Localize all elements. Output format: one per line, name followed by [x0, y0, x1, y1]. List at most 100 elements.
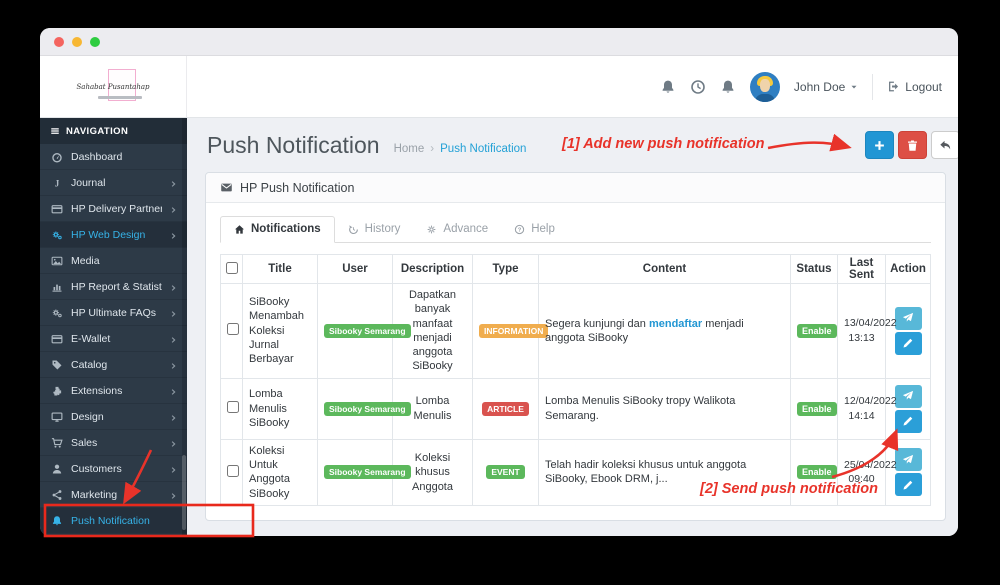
app-header: Sahabat Pusantahap John Doe Logout [40, 56, 958, 118]
window-zoom-button[interactable] [90, 36, 100, 47]
chevron-right-icon [170, 335, 178, 343]
bell-icon[interactable] [720, 79, 736, 95]
browser-window: Sahabat Pusantahap John Doe Logout [40, 28, 958, 536]
avatar-face [759, 78, 770, 92]
sidebar-item-customers[interactable]: Customers [40, 456, 187, 482]
type-badge: INFORMATION [479, 323, 549, 338]
sidebar-item-design[interactable]: Design [40, 404, 187, 430]
user-icon [51, 463, 63, 475]
tab-notifications[interactable]: Notifications [220, 216, 335, 243]
panel-body: Notifications History Advance Help [206, 203, 945, 520]
bell-icon[interactable] [660, 79, 676, 95]
edit-button[interactable] [894, 331, 922, 355]
undo-button[interactable] [931, 131, 958, 159]
cart-icon [51, 437, 63, 449]
row-actions [885, 377, 931, 440]
brand-logo[interactable]: Sahabat Pusantahap [40, 56, 187, 117]
card-icon [51, 333, 63, 345]
row-content: Segera kunjungi dan mendaftar menjadi an… [538, 283, 791, 379]
bell-icon [51, 515, 63, 527]
chevron-right-icon [170, 361, 178, 369]
delete-button[interactable] [898, 131, 927, 159]
window-minimize-button[interactable] [72, 36, 82, 47]
sidebar-item-push-notification[interactable]: Push Notification [40, 508, 187, 534]
user-name: John Doe [793, 79, 846, 94]
bar-chart-icon [51, 281, 63, 293]
sidebar-item-sales[interactable]: Sales [40, 430, 187, 456]
sidebar-nav-header: NAVIGATION [40, 118, 187, 144]
chevron-right-icon [170, 231, 178, 239]
breadcrumb-current[interactable]: Push Notification [440, 143, 527, 155]
sidebar-item-hp-web-design[interactable]: HP Web Design [40, 222, 187, 248]
send-push-button[interactable] [894, 448, 922, 472]
gears-icon [51, 229, 63, 241]
tab-history[interactable]: History [335, 216, 414, 243]
logout-icon [887, 80, 900, 93]
tab-advance[interactable]: Advance [413, 216, 501, 243]
row-last-sent: 12/04/2022 14:14 [837, 377, 897, 440]
header-divider [872, 73, 874, 100]
history-icon [348, 224, 359, 235]
sidebar-item-catalog[interactable]: Catalog [40, 352, 187, 378]
row-last-sent: 13/04/2022 13:13 [837, 283, 897, 379]
type-badge: ARTICLE [482, 401, 529, 416]
row-checkbox[interactable] [227, 401, 239, 414]
breadcrumb: Home Push Notification [394, 143, 527, 155]
row-checkbox[interactable] [227, 464, 239, 477]
send-push-button[interactable] [894, 306, 922, 330]
status-badge: Enable [797, 401, 837, 416]
paper-plane-icon [902, 390, 914, 402]
sidebar-item-hp-ultimate-faqs[interactable]: HP Ultimate FAQs [40, 300, 187, 326]
reply-arrow-icon [939, 139, 952, 152]
avatar[interactable] [749, 71, 780, 102]
main-content: Push Notification Home Push Notification… [187, 118, 958, 536]
sidebar-item-marketing[interactable]: Marketing [40, 482, 187, 508]
tags-icon [51, 359, 63, 371]
select-all-checkbox[interactable] [225, 261, 238, 274]
user-menu[interactable]: John Doe [794, 80, 858, 94]
chevron-right-icon [170, 413, 178, 421]
col-action: Action [885, 254, 931, 284]
sidebar-item-dashboard[interactable]: Dashboard [40, 144, 187, 170]
table-header-row: Title User Description Type Content Stat… [220, 254, 931, 284]
tab-bar: Notifications History Advance Help [220, 215, 931, 243]
user-badge: Sibooky Semarang [324, 401, 411, 416]
push-notification-panel: HP Push Notification Notifications Histo… [205, 172, 946, 521]
gears-icon [51, 307, 63, 319]
envelope-icon [220, 181, 233, 194]
clock-icon[interactable] [690, 79, 706, 95]
add-notification-button[interactable] [865, 131, 894, 159]
col-last-sent: Last Sent [837, 254, 886, 284]
send-push-button[interactable] [894, 384, 922, 408]
paper-plane-icon [902, 312, 914, 324]
page-title: Push Notification [207, 131, 380, 158]
page-titlebar: Push Notification Home Push Notification [187, 118, 958, 172]
home-icon [234, 224, 245, 235]
user-badge: Sibooky Semarang [324, 465, 411, 480]
breadcrumb-home[interactable]: Home [393, 143, 425, 155]
gear-icon [426, 224, 437, 235]
sidebar-item-media[interactable]: Media [40, 248, 187, 274]
sidebar-item-e-wallet[interactable]: E-Wallet [40, 326, 187, 352]
sidebar-item-journal[interactable]: Journal [40, 170, 187, 196]
col-status: Status [790, 254, 838, 284]
sidebar-scrollbar[interactable] [182, 455, 186, 530]
row-checkbox[interactable] [227, 323, 239, 336]
edit-button[interactable] [894, 409, 922, 433]
logo-text: Sahabat Pusantahap [76, 82, 150, 91]
sidebar-item-hp-report-statistic[interactable]: HP Report & Statistic [40, 274, 187, 300]
row-title: SiBooky Menambah Koleksi Jurnal Berbayar [242, 283, 318, 379]
caret-down-icon [850, 83, 858, 91]
col-description: Description [392, 254, 473, 284]
col-title: Title [242, 254, 318, 284]
plus-icon [873, 139, 886, 152]
sidebar-item-hp-delivery-partner[interactable]: HP Delivery Partner [40, 196, 187, 222]
edit-button[interactable] [894, 473, 922, 497]
chevron-right-icon [170, 439, 178, 447]
content-link[interactable]: mendaftar [648, 317, 703, 330]
sidebar-item-extensions[interactable]: Extensions [40, 378, 187, 404]
tab-help[interactable]: Help [501, 216, 568, 243]
window-close-button[interactable] [54, 36, 64, 47]
select-all-cell [220, 254, 243, 284]
logout-button[interactable]: Logout [887, 80, 942, 94]
